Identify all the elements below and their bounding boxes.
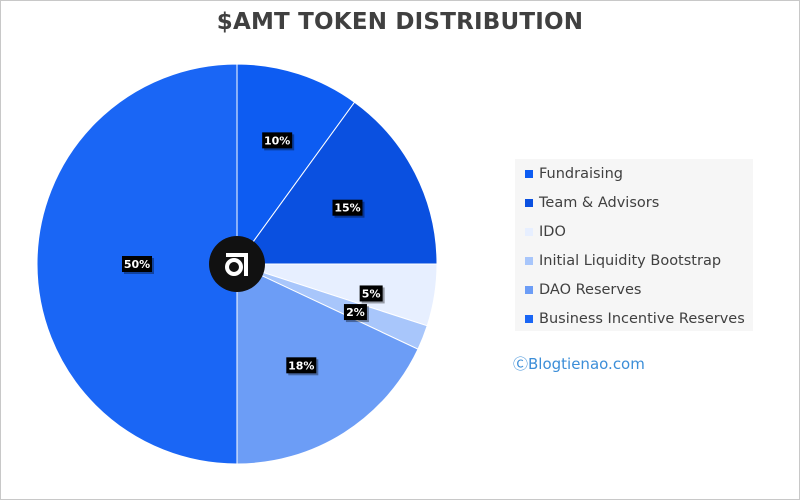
- legend-item: IDO: [525, 222, 566, 242]
- legend-label: Business Incentive Reserves: [539, 311, 745, 327]
- legend-item: Fundraising: [525, 164, 623, 184]
- legend-swatch: [525, 228, 533, 236]
- svg-text:5%: 5%: [362, 287, 381, 300]
- legend-item: Business Incentive Reserves: [525, 309, 745, 329]
- watermark: ⒸBlogtienao.com: [513, 355, 645, 373]
- legend-swatch: [525, 286, 533, 294]
- legend-label: IDO: [539, 224, 566, 240]
- chart-legend: Fundraising Team & Advisors IDO Initial Liq…: [515, 159, 753, 331]
- legend-swatch: [525, 257, 533, 265]
- legend-item: Initial Liquidity Bootstrap: [525, 251, 721, 271]
- legend-label: Initial Liquidity Bootstrap: [539, 253, 722, 269]
- chart-title: $AMT TOKEN DISTRIBUTION: [216, 9, 584, 35]
- legend-swatch: [525, 315, 533, 323]
- svg-text:2%: 2%: [346, 306, 365, 319]
- legend-swatch: [525, 170, 533, 178]
- svg-text:10%: 10%: [264, 134, 290, 147]
- legend-label: DAO Reserves: [539, 282, 642, 298]
- amt-logo-icon: [209, 236, 265, 292]
- pie-slice-4: [236, 263, 419, 465]
- data-label-5: 50%: [122, 256, 154, 274]
- data-label-2: 5%: [359, 285, 385, 304]
- legend-item: DAO Reserves: [525, 280, 641, 300]
- pie-slice-0: [236, 63, 356, 266]
- svg-text:15%: 15%: [334, 202, 360, 215]
- svg-text:18%: 18%: [288, 359, 314, 372]
- legend-label: Team & Advisors: [539, 195, 660, 211]
- legend-label: Fundraising: [539, 166, 623, 182]
- legend-swatch: [525, 199, 533, 207]
- data-label-4: 18%: [286, 357, 319, 376]
- data-label-1: 15%: [332, 199, 365, 218]
- svg-text:50%: 50%: [124, 258, 150, 271]
- legend-item: Team & Advisors: [525, 193, 659, 213]
- data-label-3: 2%: [343, 304, 369, 323]
- data-label-0: 10%: [262, 132, 295, 151]
- pie-slice-1: [236, 101, 438, 265]
